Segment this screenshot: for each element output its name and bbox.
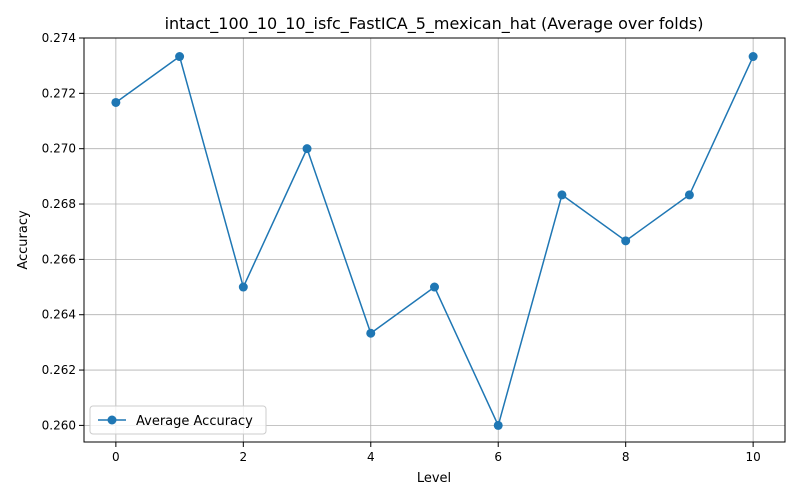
legend-marker bbox=[107, 415, 117, 425]
data-point bbox=[684, 190, 694, 200]
series-layer bbox=[111, 52, 758, 430]
chart-title: intact_100_10_10_isfc_FastICA_5_mexican_… bbox=[165, 14, 704, 34]
data-point bbox=[430, 282, 439, 292]
legend-box bbox=[89, 405, 267, 435]
y-tick-label: 0.266 bbox=[42, 252, 76, 266]
y-tick-label: 0.270 bbox=[42, 142, 76, 156]
x-tick-label: 10 bbox=[745, 450, 760, 464]
data-point bbox=[175, 52, 185, 62]
data-point bbox=[748, 52, 758, 62]
data-point bbox=[557, 190, 567, 200]
data-point bbox=[621, 236, 631, 246]
y-tick-label: 0.272 bbox=[42, 86, 76, 100]
plot-frame bbox=[83, 37, 786, 443]
data-point bbox=[111, 97, 121, 107]
x-tick-label: 8 bbox=[622, 450, 630, 464]
x-axis-label: Level bbox=[417, 471, 451, 486]
x-tick-label: 4 bbox=[367, 450, 375, 464]
y-tick-label: 0.264 bbox=[42, 308, 76, 322]
y-axis-label: Accuracy bbox=[16, 210, 31, 270]
axes-layer: 0 2 4 6 8 10 0.260 0.262 0.264 0.266 0.268 0.270 0.2… bbox=[42, 31, 786, 464]
y-tick-label: 0.268 bbox=[42, 197, 76, 211]
x-tick-label: 0 bbox=[112, 450, 120, 464]
y-tick-label: 0.274 bbox=[42, 31, 76, 45]
y-tick-label: 0.262 bbox=[42, 363, 76, 377]
data-point bbox=[493, 420, 503, 430]
y-tick-label: 0.260 bbox=[42, 418, 76, 432]
x-tick-label: 6 bbox=[494, 450, 502, 464]
legend: Average Accuracy bbox=[89, 405, 267, 435]
legend-label: Average Accuracy bbox=[136, 414, 253, 429]
data-point bbox=[302, 144, 312, 154]
data-point bbox=[238, 282, 248, 292]
x-tick-label: 2 bbox=[239, 450, 247, 464]
data-point bbox=[366, 328, 376, 338]
